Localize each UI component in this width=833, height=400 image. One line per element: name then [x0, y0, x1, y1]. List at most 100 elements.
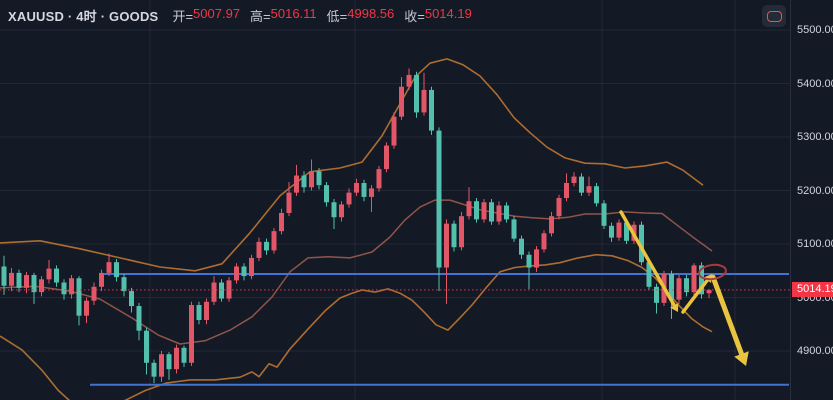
candle [54, 265, 59, 287]
candle [136, 302, 142, 341]
candle [496, 201, 502, 225]
candle [459, 211, 464, 251]
candle [174, 344, 179, 374]
candle [1, 255, 7, 295]
candles-layer [1, 68, 712, 384]
gridlines [0, 0, 790, 400]
candle [204, 298, 209, 325]
candle [241, 263, 247, 281]
candle [84, 297, 89, 324]
candle [526, 251, 532, 289]
candle [369, 185, 374, 212]
candle [301, 171, 307, 193]
candle [511, 216, 517, 242]
chart-legend: XAUUSD · 4时 · GOODS 开= 5007.97 高= 5016.11 … [8, 6, 472, 25]
drawn-arrow-1[interactable] [619, 210, 679, 312]
candle [654, 283, 659, 314]
candle [384, 142, 389, 173]
candle [549, 211, 554, 237]
candle [144, 327, 149, 375]
candle [571, 172, 577, 187]
candle [601, 200, 607, 230]
price-axis-tick: 5200.00 [797, 184, 833, 197]
candle [376, 165, 382, 192]
candle [504, 202, 509, 223]
candle [541, 230, 547, 253]
candle [271, 227, 277, 254]
candle [121, 273, 127, 297]
candle [189, 301, 194, 366]
candle [249, 254, 254, 280]
candle [234, 263, 239, 284]
price-axis-tick: 5300.00 [797, 131, 833, 143]
ohlc-high: 高= 5016.11 [250, 5, 317, 24]
candle [564, 173, 569, 202]
candle [429, 86, 434, 135]
candle [676, 275, 682, 304]
candle [99, 269, 104, 292]
bollinger-basis-line [0, 199, 713, 345]
candle [286, 181, 292, 217]
camera-icon [766, 10, 782, 22]
candle [616, 219, 622, 241]
candle [421, 72, 427, 116]
candle [256, 237, 262, 262]
candle [354, 178, 359, 196]
candle [24, 271, 29, 294]
candle [706, 288, 712, 299]
candle [69, 275, 74, 299]
candle [556, 194, 562, 220]
price-axis[interactable]: 5500.00 5400.00 5300.00 5200.00 5100.00 5000.… [790, 0, 833, 400]
candle [264, 238, 269, 255]
candle [519, 235, 524, 259]
candle [414, 71, 419, 118]
candle [309, 159, 314, 191]
bollinger-lower-line [0, 253, 713, 400]
candle [331, 199, 337, 230]
candle [324, 181, 329, 207]
candle [279, 208, 284, 235]
candle [129, 287, 134, 313]
price-axis-tick: 5400.00 [797, 77, 833, 90]
candle [106, 253, 112, 277]
candle [684, 275, 689, 297]
candle [474, 197, 479, 223]
price-axis-tick: 5500.00 [797, 24, 833, 36]
bollinger-upper-line [0, 58, 704, 272]
candle [444, 219, 449, 304]
ohlc-open: 开= 5007.97 [172, 5, 241, 24]
ohlc-low: 低= 4998.56 [326, 5, 395, 24]
candle [586, 176, 592, 196]
candle [196, 301, 202, 325]
candle [451, 220, 457, 252]
candle [466, 187, 472, 220]
candle [46, 260, 52, 284]
candle [489, 199, 494, 225]
candle [316, 168, 322, 190]
candle [691, 263, 697, 296]
candle [166, 352, 172, 380]
candle [669, 270, 674, 319]
candle [436, 127, 442, 292]
candle [534, 246, 539, 272]
price-axis-tick: 4900.00 [797, 345, 833, 357]
drawn-arrow-3[interactable] [710, 274, 749, 366]
ohlc-close: 收= 5014.19 [404, 5, 472, 24]
current-price-badge: 5014.19 [792, 282, 833, 298]
candle [639, 221, 644, 266]
candle [181, 345, 187, 368]
candle [399, 77, 404, 120]
candle [76, 276, 82, 326]
symbol-title[interactable]: XAUUSD · 4时 · GOODS [8, 8, 159, 24]
candle [609, 222, 614, 242]
candle [391, 112, 397, 149]
drawn-ellipse[interactable] [698, 263, 727, 281]
candle [594, 183, 599, 207]
ohlc-values: 开= 5007.97 高= 5016.11 低= 4998.56 收= 5014.19 [172, 6, 471, 25]
candle [481, 199, 487, 223]
screenshot-button[interactable] [762, 5, 786, 27]
candle [39, 276, 44, 297]
